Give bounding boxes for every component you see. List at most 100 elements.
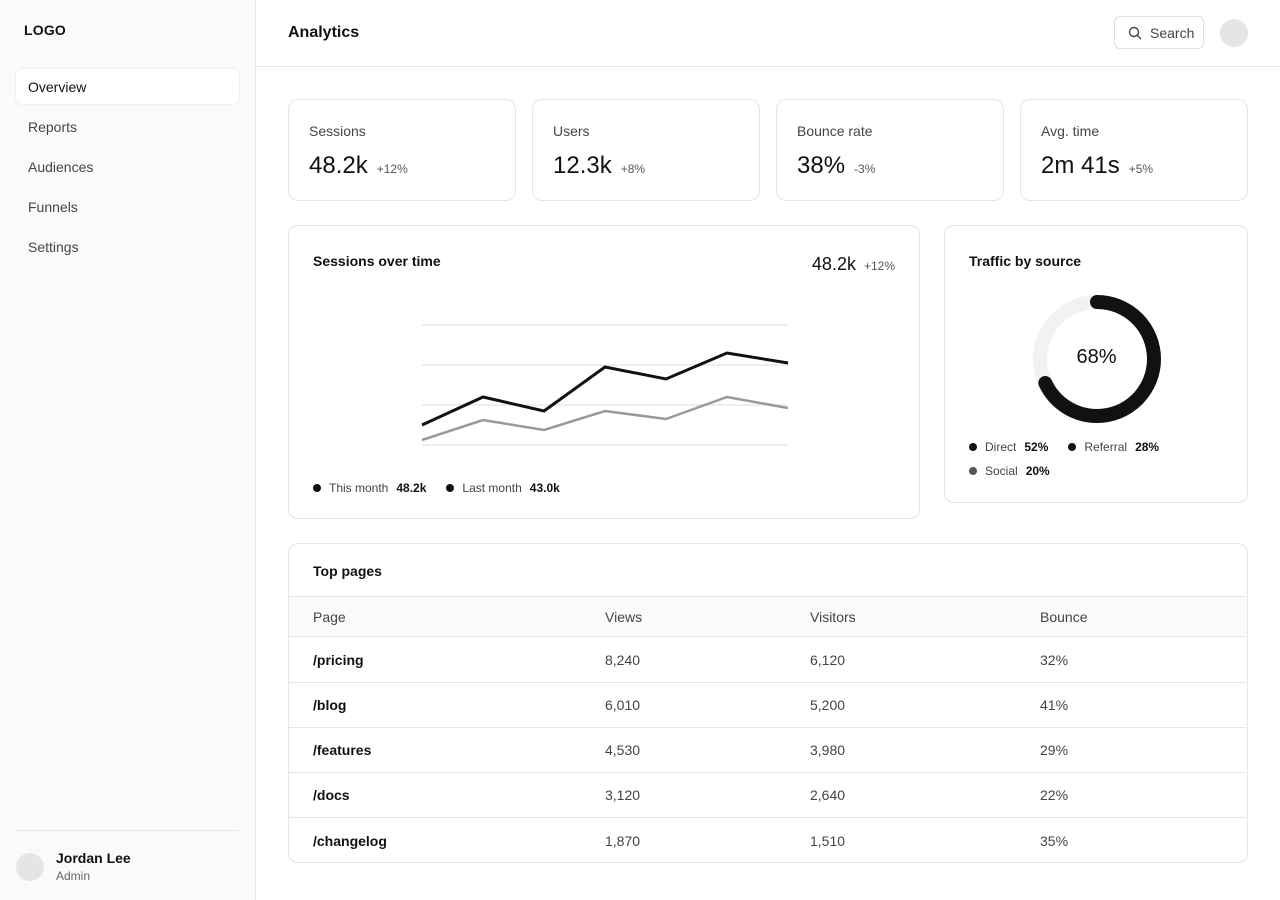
cell-page: /blog	[313, 697, 347, 713]
table-row[interactable]: /changelog 1,870 1,510 35%	[289, 818, 1246, 862]
stat-value-row: 2m 41s +5%	[1041, 152, 1153, 180]
column-header-bounce[interactable]: Bounce	[1040, 608, 1088, 625]
search-button[interactable]: Search	[1114, 16, 1204, 49]
cell-visitors: 6,120	[810, 652, 846, 668]
stat-value: 38%	[797, 152, 846, 179]
series-line-last-month	[421, 395, 789, 442]
cell-page: /pricing	[313, 652, 364, 668]
search-icon	[1128, 26, 1142, 39]
sessions-chart-card: Sessions over time 48.2k +12% This month…	[288, 225, 920, 519]
chart-title: Sessions over time	[313, 253, 441, 269]
sidebar: LOGO Overview Reports Audiences Funnels …	[0, 0, 256, 900]
cell-visitors: 1,510	[810, 832, 846, 849]
cell-bounce: 32%	[1040, 652, 1069, 668]
legend-label: Social	[985, 464, 1018, 478]
stat-value: 2m 41s	[1041, 152, 1120, 179]
legend-value: 48.2k	[396, 481, 427, 495]
legend-value: 52%	[1024, 440, 1049, 454]
donut-arc	[1033, 295, 1161, 423]
sidebar-item-settings[interactable]: Settings	[28, 238, 79, 255]
legend-value: 20%	[1025, 464, 1050, 478]
stat-value-row: 48.2k +12%	[309, 152, 408, 180]
cell-views: 1,870	[605, 832, 641, 849]
traffic-legend-row2: Social 20%	[969, 464, 1050, 478]
stat-card-sessions: Sessions 48.2k +12%	[288, 99, 516, 201]
column-header-visitors[interactable]: Visitors	[810, 608, 856, 625]
cell-views: 4,530	[605, 742, 641, 758]
cell-bounce: 29%	[1040, 742, 1069, 758]
stat-card-avg-time: Avg. time 2m 41s +5%	[1020, 99, 1248, 201]
legend-value: 28%	[1135, 440, 1160, 454]
cell-page: /docs	[313, 787, 350, 803]
top-pages-card: Top pages Page Views Visitors Bounce /pr…	[288, 543, 1248, 863]
column-header-views[interactable]: Views	[605, 608, 643, 625]
cell-bounce: 41%	[1040, 697, 1069, 713]
donut-center-label: 68%	[1076, 346, 1117, 368]
user-name: Jordan Lee	[56, 850, 131, 866]
stat-card-users: Users 12.3k +8%	[532, 99, 760, 201]
avatar[interactable]	[1220, 19, 1248, 47]
sidebar-item-audiences[interactable]: Audiences	[28, 158, 94, 175]
legend-label: This month	[329, 481, 389, 495]
user-role: Admin	[56, 869, 91, 883]
legend-label: Direct	[985, 440, 1017, 454]
sidebar-divider	[16, 830, 239, 831]
stat-card-bounce-rate: Bounce rate 38% -3%	[776, 99, 1004, 201]
header: Analytics Search	[256, 0, 1280, 67]
sidebar-item-reports[interactable]: Reports	[28, 118, 78, 135]
cell-page: /features	[313, 742, 372, 758]
cell-bounce: 22%	[1040, 787, 1069, 803]
stat-value-row: 12.3k +8%	[553, 152, 645, 180]
column-header-page[interactable]: Page	[313, 608, 346, 625]
search-label: Search	[1150, 24, 1195, 41]
chart-legend: This month 48.2k Last month 43.0k	[313, 481, 560, 495]
legend-dot	[446, 484, 455, 492]
table-row[interactable]: /docs 3,120 2,640 22%	[289, 773, 1246, 818]
table-row[interactable]: /pricing 8,240 6,120 32%	[289, 638, 1246, 683]
page-title: Analytics	[288, 24, 360, 41]
legend-dot	[313, 484, 321, 492]
sidebar-item-funnels[interactable]: Funnels	[28, 198, 78, 215]
cell-views: 6,010	[605, 697, 641, 713]
cell-visitors: 5,200	[810, 697, 846, 713]
legend-dot	[1068, 443, 1077, 451]
sidebar-nav: Overview Reports Audiences Funnels Setti…	[16, 69, 239, 269]
avatar	[16, 852, 44, 881]
table-title: Top pages	[313, 563, 382, 579]
stat-delta: +5%	[1128, 162, 1154, 176]
legend-dot	[969, 443, 977, 451]
traffic-donut-chart	[1033, 295, 1161, 423]
stat-delta: +8%	[620, 162, 646, 176]
stat-label: Sessions	[309, 123, 366, 139]
stat-label: Users	[553, 123, 590, 139]
sidebar-item-overview[interactable]: Overview	[16, 69, 239, 104]
table-row[interactable]: /blog 6,010 5,200 41%	[289, 683, 1246, 728]
stat-delta: +12%	[376, 162, 408, 176]
table-row[interactable]: /features 4,530 3,980 29%	[289, 728, 1246, 773]
stat-value-row: 38% -3%	[797, 152, 875, 180]
legend-value: 43.0k	[529, 481, 560, 495]
cell-visitors: 3,980	[810, 742, 846, 758]
cell-views: 8,240	[605, 652, 641, 668]
user-profile[interactable]: Jordan Lee Admin	[16, 850, 131, 883]
traffic-card: Traffic by source 68% Direct 52% Referra…	[944, 225, 1248, 503]
cell-bounce: 35%	[1040, 832, 1069, 849]
stat-value: 12.3k	[553, 152, 612, 179]
sessions-line-chart	[421, 324, 789, 446]
table-header: Page Views Visitors Bounce	[289, 596, 1246, 637]
series-line-this-month	[421, 351, 789, 427]
stat-label: Bounce rate	[797, 123, 873, 139]
stat-delta: -3%	[854, 162, 876, 176]
traffic-title: Traffic by source	[969, 253, 1082, 269]
legend-label: Referral	[1084, 440, 1128, 454]
cell-visitors: 2,640	[810, 787, 846, 803]
chart-total: 48.2k +12%	[812, 254, 895, 275]
chart-total-value: 48.2k	[811, 254, 856, 274]
cell-views: 3,120	[605, 787, 641, 803]
chart-total-delta: +12%	[863, 259, 895, 273]
legend-dot	[969, 467, 977, 475]
stat-label: Avg. time	[1041, 123, 1100, 139]
cell-page: /changelog	[313, 832, 387, 849]
stat-value: 48.2k	[309, 152, 368, 179]
